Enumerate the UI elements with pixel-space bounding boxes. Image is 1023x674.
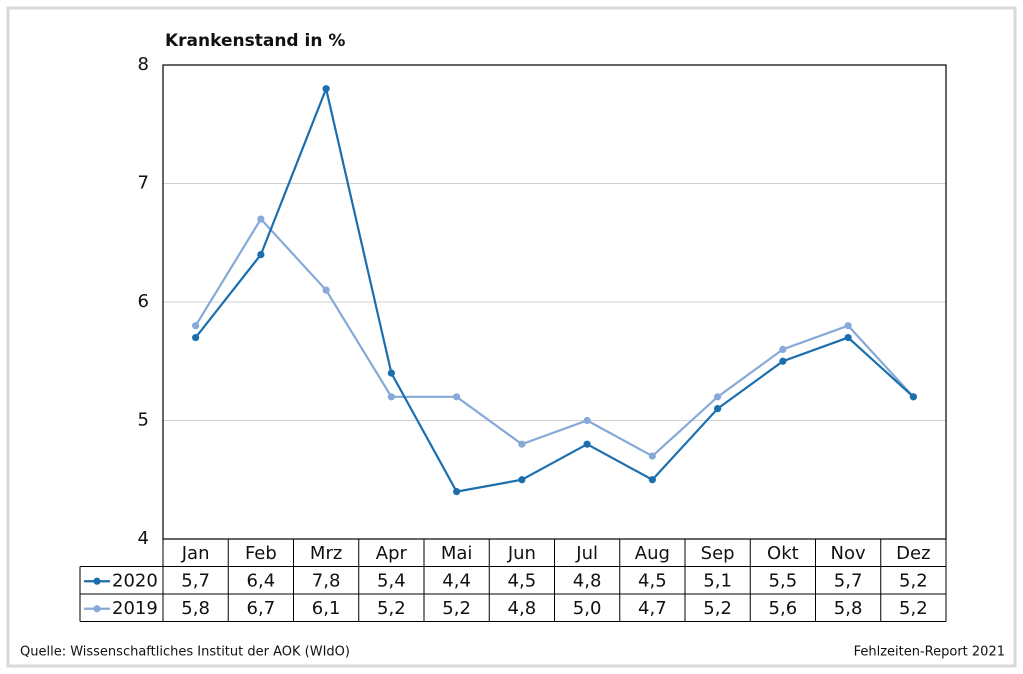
table-value: 6,4 (247, 570, 276, 591)
table-value: 5,2 (899, 598, 928, 619)
data-point (453, 488, 461, 496)
data-point (387, 393, 395, 401)
table-value: 7,8 (312, 570, 341, 591)
data-point (192, 322, 200, 330)
data-point (583, 440, 591, 448)
table-value: 4,8 (508, 598, 537, 619)
y-tick-label: 4 (138, 528, 149, 549)
table-value: 4,8 (573, 570, 602, 591)
table-value: 4,5 (508, 570, 537, 591)
table-value: 5,0 (573, 598, 602, 619)
table-value: 5,1 (703, 570, 732, 591)
data-point (518, 440, 526, 448)
series-line (194, 217, 915, 458)
data-point (714, 405, 722, 413)
table-value: 5,7 (834, 570, 863, 591)
data-point (779, 345, 787, 353)
data-point (648, 476, 656, 484)
table-value: 5,2 (377, 598, 406, 619)
x-tick-label: Dez (896, 543, 930, 564)
x-tick-label: Okt (767, 543, 799, 564)
x-tick-label: Nov (831, 543, 866, 564)
table-value: 5,7 (181, 570, 210, 591)
table-value: 4,4 (442, 570, 471, 591)
data-point (192, 333, 200, 342)
data-point (583, 416, 591, 425)
data-point (779, 357, 787, 365)
x-tick-label: Aug (635, 543, 670, 564)
table-value: 5,6 (769, 598, 798, 619)
table-value: 4,7 (638, 598, 667, 619)
x-tick-label: Sep (701, 543, 735, 564)
table-value: 6,1 (312, 598, 341, 619)
data-point (844, 322, 852, 330)
x-tick-label: Jan (181, 543, 210, 564)
data-point (909, 393, 917, 401)
table-value: 5,8 (834, 598, 863, 619)
x-tick-label: Apr (376, 543, 408, 564)
x-tick-label: Mai (441, 543, 473, 564)
table-value: 5,2 (703, 598, 732, 619)
table-value: 5,8 (181, 598, 210, 619)
data-point (322, 286, 330, 294)
x-tick-label: Jun (507, 543, 536, 564)
legend-label: 2020 (112, 570, 158, 591)
legend-marker (93, 605, 101, 613)
table-value: 6,7 (247, 598, 276, 619)
y-tick-label: 8 (138, 54, 149, 75)
data-point (648, 452, 656, 460)
source: Quelle: Wissenschaftliches Institut der … (20, 645, 350, 660)
table-value: 5,2 (899, 570, 928, 591)
data-point (257, 251, 265, 259)
table-value: 4,5 (638, 570, 667, 591)
legend-marker (93, 577, 101, 585)
report-note: Fehlzeiten-Report 2021 (854, 645, 1005, 660)
x-tick-label: Mrz (310, 543, 342, 564)
data-point (453, 393, 461, 401)
series-line (194, 84, 915, 493)
x-tick-label: Feb (245, 543, 277, 564)
y-tick-label: 7 (138, 173, 149, 194)
data-point (387, 369, 395, 377)
table-value: 5,4 (377, 570, 406, 591)
legend-label: 2019 (112, 598, 158, 619)
data-point (714, 393, 722, 401)
data-point (322, 85, 330, 93)
table-value: 5,2 (442, 598, 471, 619)
y-tick-label: 5 (138, 410, 149, 431)
data-point (257, 215, 265, 223)
x-tick-label: Jul (575, 543, 598, 564)
data-point (518, 476, 526, 484)
data-point (844, 333, 852, 342)
table-value: 5,5 (769, 570, 798, 591)
y-tick-label: 6 (138, 291, 149, 312)
outer-frame (6, 6, 1017, 668)
chart-title: Krankenstand in % (165, 31, 345, 51)
